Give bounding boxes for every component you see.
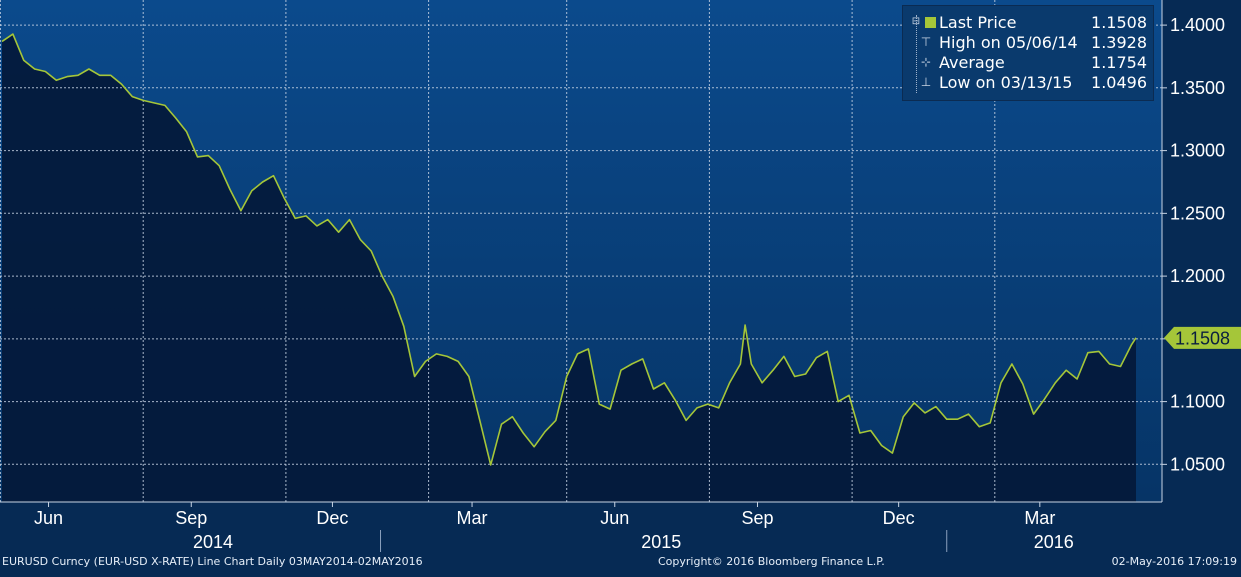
x-tick-label: Dec bbox=[883, 508, 915, 528]
low-marker-icon: ⊥ bbox=[920, 75, 932, 89]
x-tick-label: Mar bbox=[1024, 508, 1055, 528]
y-tick-label: 1.2000 bbox=[1170, 266, 1225, 286]
average-marker-icon: ⊹ bbox=[920, 55, 932, 69]
legend-value: 1.1754 bbox=[1091, 53, 1147, 72]
legend-label: Last Price bbox=[939, 13, 1017, 32]
legend-row-average: ⊹ Average 1.1754 bbox=[903, 53, 1155, 73]
x-tick-label: Dec bbox=[316, 508, 348, 528]
y-tick-label: 1.0500 bbox=[1170, 454, 1225, 474]
legend-label: Average bbox=[939, 53, 1005, 72]
legend-value: 1.1508 bbox=[1091, 13, 1147, 32]
year-label: 2014 bbox=[193, 532, 233, 552]
legend-row-last-price: ⊟ Last Price 1.1508 bbox=[903, 13, 1155, 33]
x-tick-label: Sep bbox=[175, 508, 207, 528]
legend-label: High on 05/06/14 bbox=[939, 33, 1078, 52]
last-price-marker-label: 1.1508 bbox=[1175, 328, 1230, 348]
footer-timestamp: 02-May-2016 17:09:19 bbox=[1111, 555, 1237, 568]
x-tick-label: Sep bbox=[741, 508, 773, 528]
legend-label: Low on 03/13/15 bbox=[939, 73, 1073, 92]
footer-copyright: Copyright© 2016 Bloomberg Finance L.P. bbox=[658, 555, 885, 568]
y-tick-label: 1.1000 bbox=[1170, 392, 1225, 412]
collapse-icon[interactable]: ⊟ bbox=[911, 16, 921, 27]
legend: ⊟ Last Price 1.1508 ⊤ High on 05/06/14 1… bbox=[902, 5, 1154, 101]
square-icon bbox=[925, 17, 936, 28]
x-tick-label: Jun bbox=[600, 508, 629, 528]
legend-value: 1.0496 bbox=[1091, 73, 1147, 92]
last-price-marker bbox=[1164, 326, 1241, 349]
y-tick-label: 1.3000 bbox=[1170, 141, 1225, 161]
legend-row-low: ⊥ Low on 03/13/15 1.0496 bbox=[903, 73, 1155, 93]
year-label: 2015 bbox=[641, 532, 681, 552]
legend-value: 1.3928 bbox=[1091, 33, 1147, 52]
high-marker-icon: ⊤ bbox=[920, 35, 932, 49]
y-tick-label: 1.3500 bbox=[1170, 78, 1225, 98]
year-label: 2016 bbox=[1034, 532, 1074, 552]
x-tick-label: Mar bbox=[457, 508, 488, 528]
x-tick-label: Jun bbox=[34, 508, 63, 528]
footer-security-info: EURUSD Curncy (EUR-USD X-RATE) Line Char… bbox=[2, 555, 423, 568]
legend-row-high: ⊤ High on 05/06/14 1.3928 bbox=[903, 33, 1155, 53]
y-tick-label: 1.4000 bbox=[1170, 15, 1225, 35]
y-tick-label: 1.2500 bbox=[1170, 203, 1225, 223]
legend-tree-line bbox=[916, 15, 918, 93]
series-line-last-price bbox=[1, 33, 1137, 466]
